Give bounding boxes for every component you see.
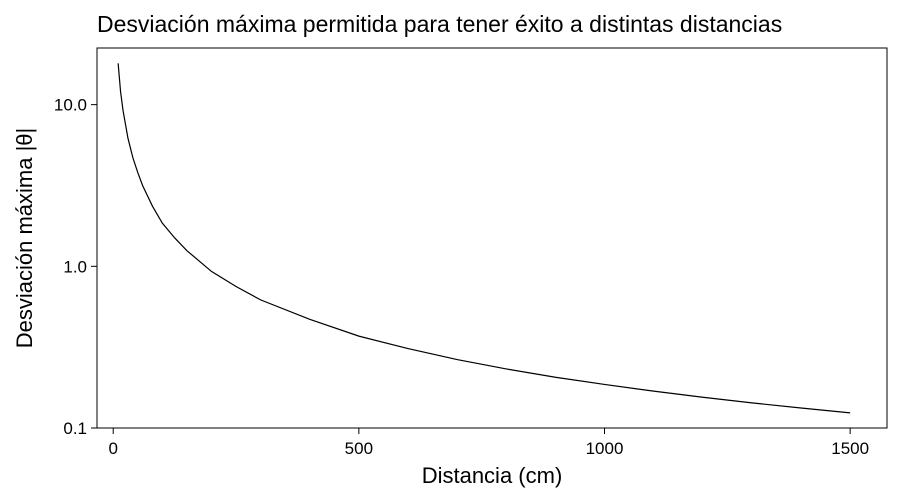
x-tick-label: 0: [108, 439, 117, 458]
y-axis: 0.1 1.0 10.0: [54, 96, 97, 438]
plot-area: [96, 47, 888, 429]
x-axis-label: Distancia (cm): [422, 463, 563, 488]
y-tick-label: 0.1: [63, 419, 87, 438]
y-tick-label: 10.0: [54, 96, 87, 115]
chart-title: Desviación máxima permitida para tener é…: [97, 11, 782, 37]
x-tick-label: 1000: [586, 439, 624, 458]
y-tick-label: 1.0: [63, 257, 87, 276]
series-line: [117, 63, 851, 414]
x-tick-label: 1500: [831, 439, 869, 458]
y-axis-label: Desviación máxima |θ|: [12, 128, 37, 349]
x-axis: 0 500 1000 1500: [108, 428, 869, 458]
x-tick-label: 500: [345, 439, 373, 458]
